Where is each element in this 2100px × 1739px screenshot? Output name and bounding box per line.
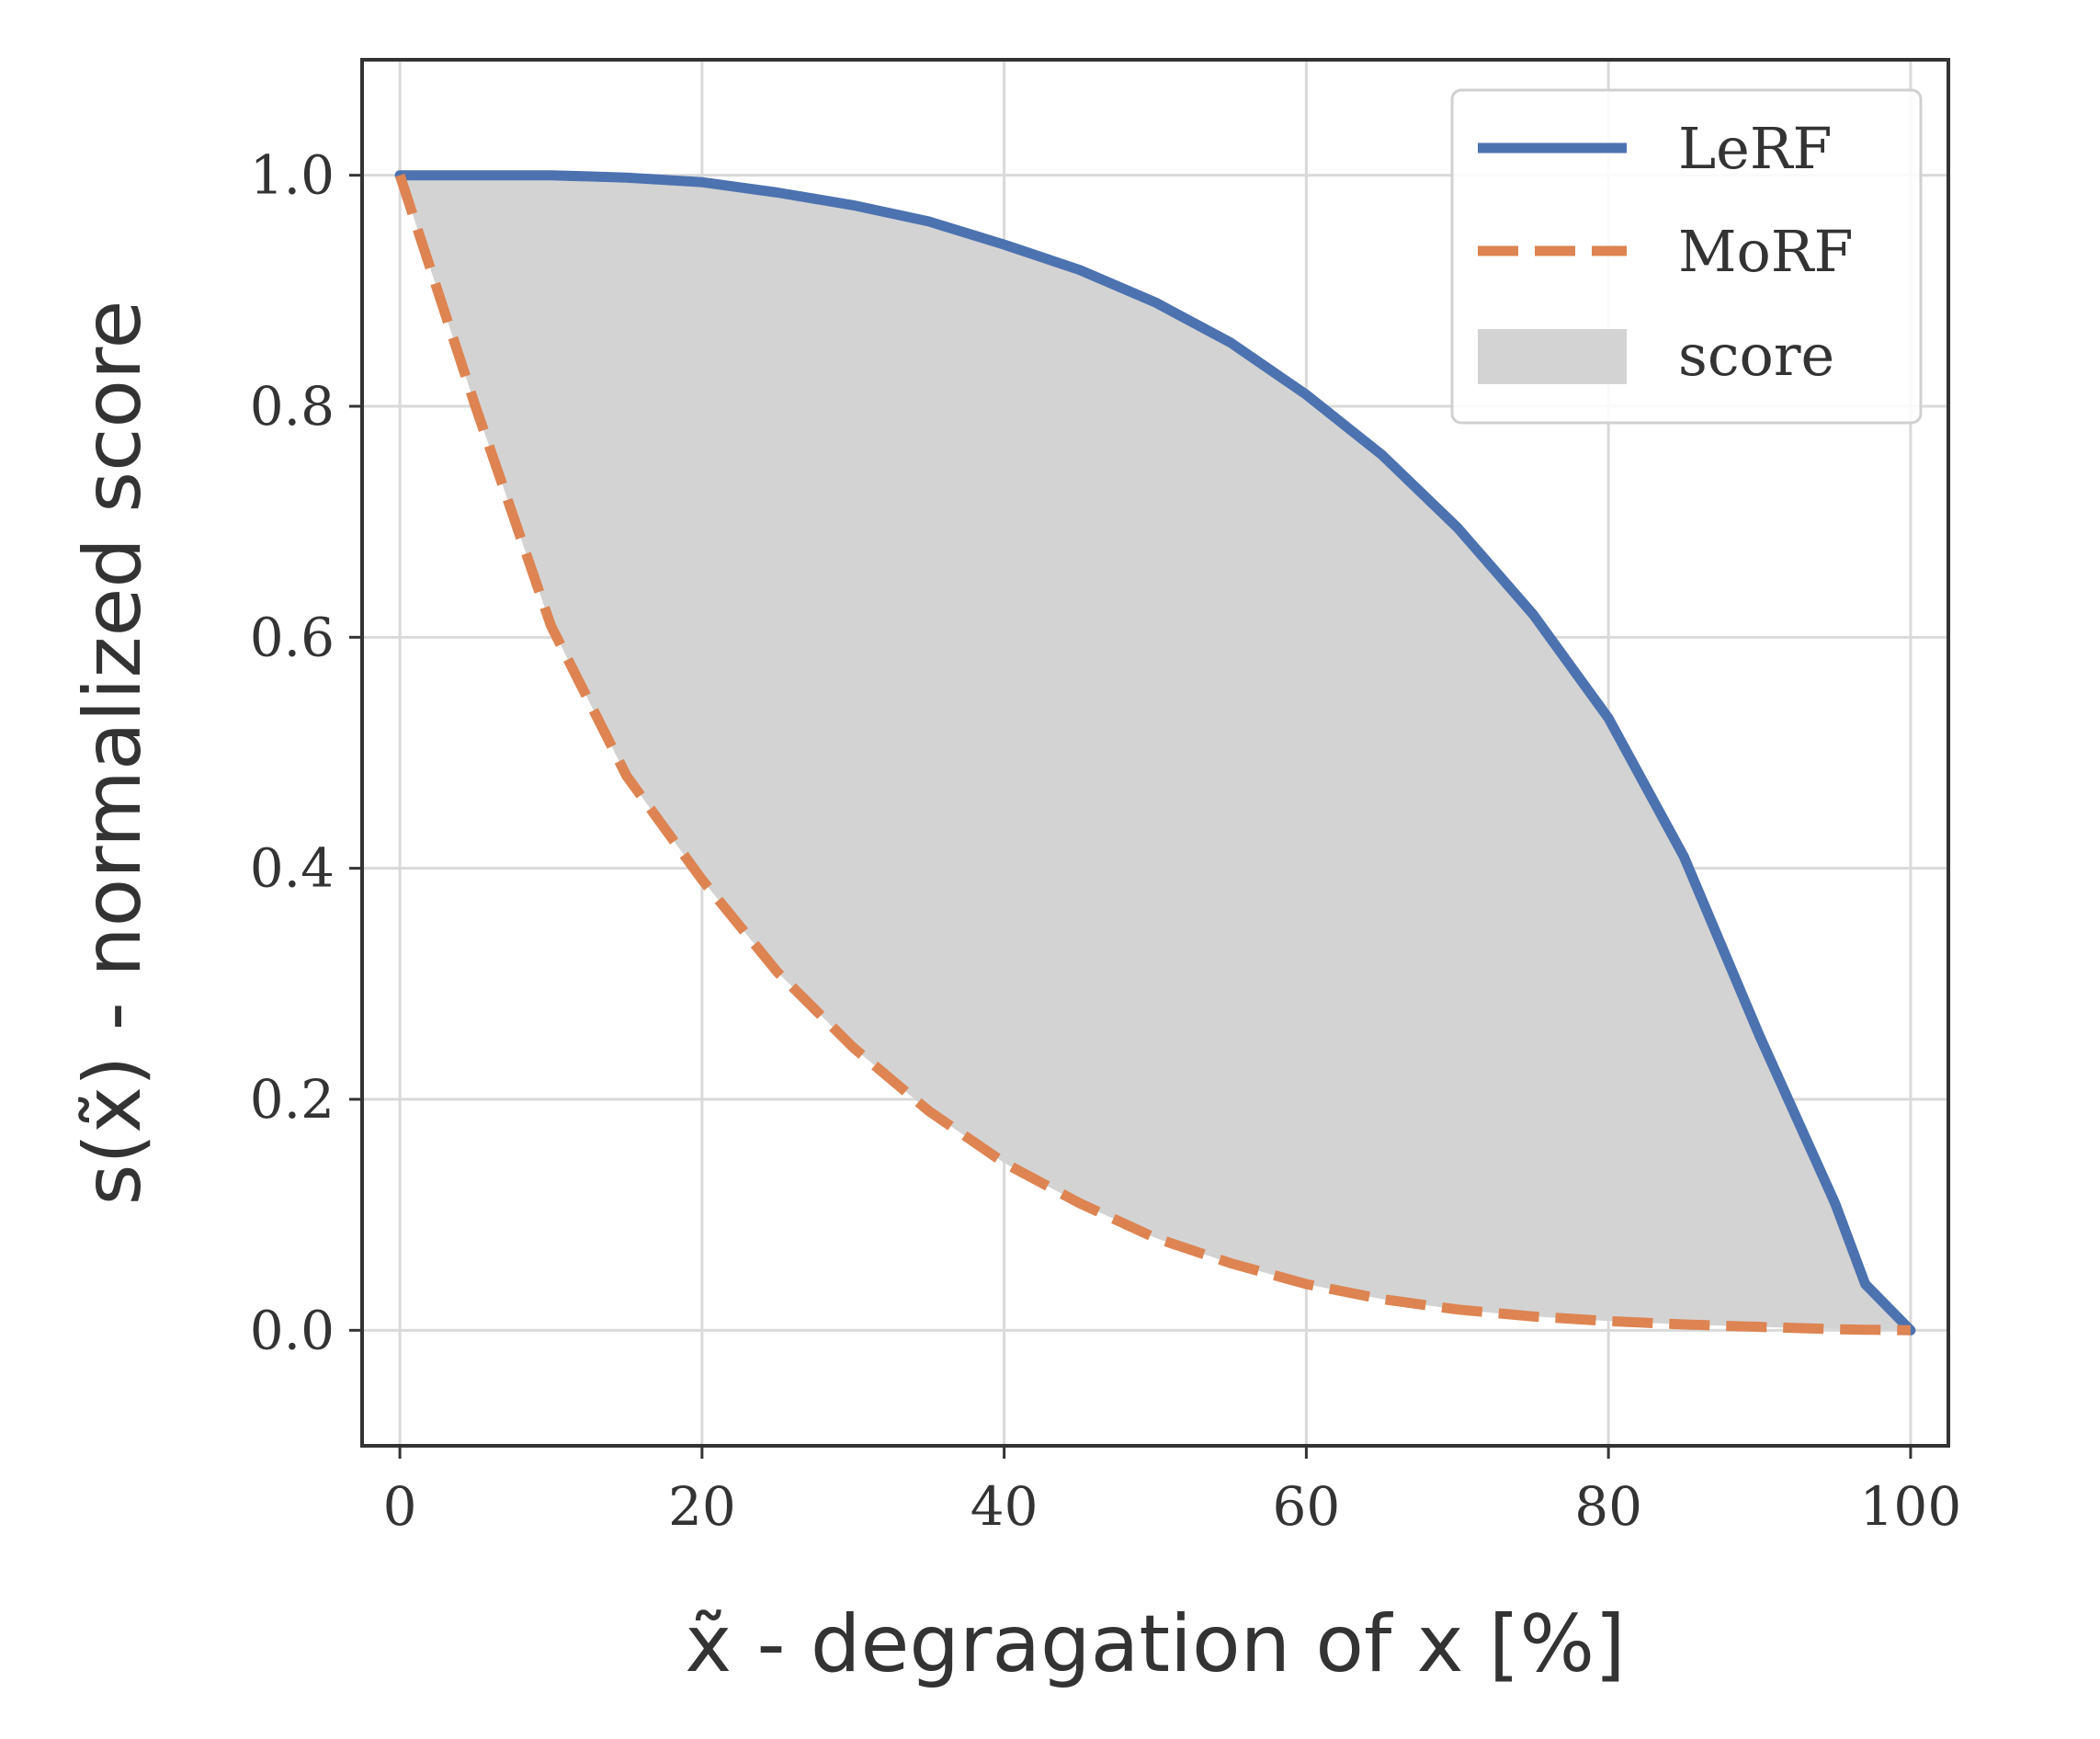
legend: LeRF MoRF score	[1450, 88, 1923, 425]
series-line-lerf	[394, 170, 1916, 1336]
plot-frame	[360, 58, 1950, 1448]
x-tick-label: 20	[668, 1475, 736, 1538]
x-tick-label: 40	[971, 1475, 1039, 1538]
x-axis-ticks: 0 20 40 60 80 100	[383, 1446, 1962, 1538]
y-tick-label: 0.0	[250, 1299, 335, 1361]
legend-label-score: score	[1678, 322, 1834, 389]
legend-swatch-score	[1478, 329, 1627, 384]
series-line-morf	[394, 173, 1911, 1336]
y-tick-label: 0.2	[250, 1068, 335, 1131]
x-axis-title: x̃ - degragation of x [%]	[685, 1598, 1625, 1690]
x-tick-label: 60	[1272, 1475, 1340, 1538]
x-tick-label: 0	[383, 1475, 417, 1538]
y-tick-label: 1.0	[250, 144, 335, 207]
legend-label-lerf: LeRF	[1678, 115, 1833, 182]
y-axis-ticks: 0.0 0.2 0.4 0.6 0.8 1.0	[250, 144, 362, 1361]
score-fill-area	[400, 175, 1911, 1331]
y-tick-label: 0.6	[250, 606, 335, 668]
y-axis-title: s(x̃) - normalized score	[67, 301, 159, 1206]
series-lines	[394, 170, 1916, 1336]
x-tick-label: 100	[1860, 1475, 1962, 1538]
y-tick-label: 0.8	[250, 375, 335, 438]
legend-label-morf: MoRF	[1678, 218, 1854, 285]
score-fill-layer	[400, 175, 1911, 1331]
y-tick-label: 0.4	[250, 837, 335, 900]
x-tick-label: 80	[1574, 1475, 1642, 1538]
